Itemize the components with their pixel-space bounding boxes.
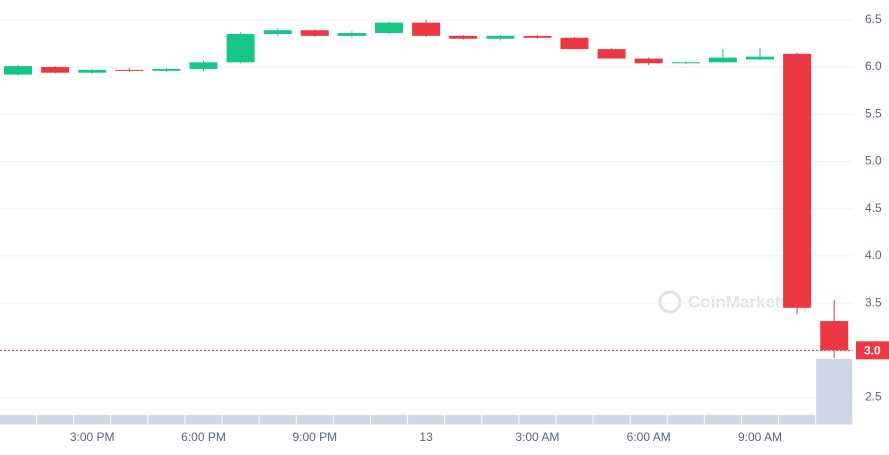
x-tick-label: 3:00 AM xyxy=(515,430,559,444)
candle-body xyxy=(300,30,329,36)
y-tick-label: 6.5 xyxy=(865,12,882,26)
candle-body xyxy=(486,35,515,39)
candle-body xyxy=(337,33,366,36)
y-tick-label: 6.0 xyxy=(865,59,882,73)
volume-bar xyxy=(333,415,370,424)
x-tick-label: 6:00 PM xyxy=(181,430,226,444)
volume-bar xyxy=(296,415,333,424)
volume-bar xyxy=(779,415,816,424)
candle-body xyxy=(152,68,181,71)
x-tick-label: 13 xyxy=(419,430,433,444)
volume-bar xyxy=(556,415,593,424)
volume-bar xyxy=(370,415,408,424)
volume-bar xyxy=(408,415,445,424)
y-tick-label: 4.0 xyxy=(865,248,882,262)
y-tick-label: 2.5 xyxy=(865,390,882,404)
candle-body xyxy=(708,57,737,63)
volume-bar xyxy=(741,415,779,424)
volume-bar xyxy=(816,359,853,424)
volume-bar xyxy=(593,415,630,424)
volume-bar xyxy=(519,415,556,424)
volume-bar xyxy=(74,415,111,424)
candle-body xyxy=(189,62,218,69)
volume-bar xyxy=(704,415,741,424)
volume-bar xyxy=(148,415,185,424)
volume-bar xyxy=(185,415,222,424)
x-tick-label: 9:00 AM xyxy=(738,430,782,444)
watermark-text: CoinMarketCap xyxy=(688,292,813,311)
candle-body xyxy=(671,62,700,64)
volume-bar xyxy=(222,415,259,424)
volume-bar xyxy=(667,415,704,424)
current-price-label: 3.0 xyxy=(864,344,881,358)
volume-bar xyxy=(630,415,667,424)
candle-body xyxy=(746,56,774,60)
volume-bar xyxy=(0,415,37,424)
x-tick-label: 3:00 PM xyxy=(70,430,115,444)
x-tick-label: 6:00 AM xyxy=(627,430,671,444)
volume-bar xyxy=(37,415,74,424)
x-tick-label: 9:00 PM xyxy=(292,430,337,444)
candle-body xyxy=(78,69,107,73)
volume-bar xyxy=(445,415,482,424)
candle-body xyxy=(4,66,32,75)
candle-body xyxy=(226,33,255,63)
candle-body xyxy=(523,35,552,38)
y-tick-label: 5.0 xyxy=(865,154,882,168)
watermark-logo xyxy=(658,290,682,314)
current-price-tag xyxy=(856,341,889,360)
candle-body xyxy=(820,321,849,351)
watermark: CoinMarketCap xyxy=(658,290,813,314)
volume-bar xyxy=(259,415,296,424)
volume-bar xyxy=(111,415,148,424)
candle-body xyxy=(560,37,589,50)
candle-body xyxy=(783,53,812,308)
candle-body xyxy=(634,58,663,64)
candle-body xyxy=(597,49,626,59)
candle-body xyxy=(41,67,70,73)
volume-bar xyxy=(482,415,519,424)
y-tick-label: 4.5 xyxy=(865,201,882,215)
y-tick-label: 5.5 xyxy=(865,106,882,120)
candle-body xyxy=(263,30,292,34)
candle-body xyxy=(412,22,441,36)
candle-body xyxy=(115,69,144,71)
y-tick-label: 3.5 xyxy=(865,295,882,309)
candle-body xyxy=(449,35,478,39)
candle-body xyxy=(375,22,403,34)
